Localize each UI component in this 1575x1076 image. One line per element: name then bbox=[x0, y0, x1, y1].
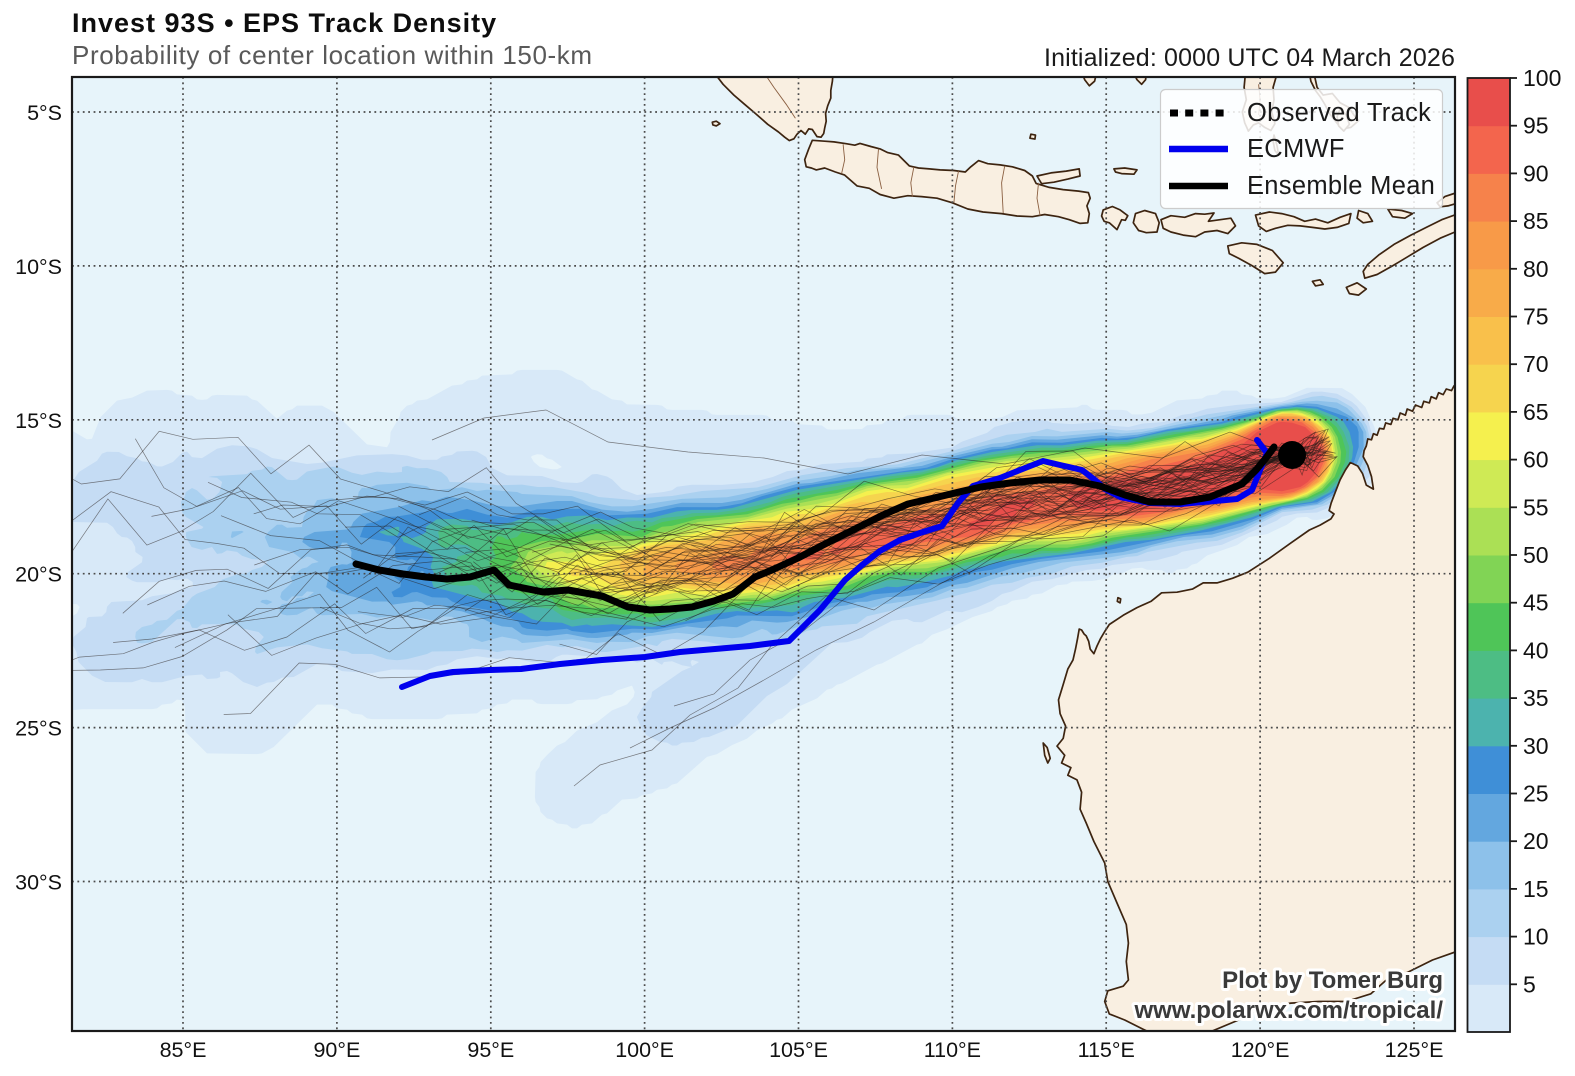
svg-text:90: 90 bbox=[1523, 160, 1549, 186]
svg-text:45: 45 bbox=[1523, 590, 1549, 616]
svg-text:95: 95 bbox=[1523, 113, 1549, 139]
svg-text:5°S: 5°S bbox=[27, 101, 62, 125]
svg-text:90°E: 90°E bbox=[313, 1038, 360, 1062]
svg-text:Ensemble Mean: Ensemble Mean bbox=[1247, 172, 1435, 200]
svg-text:50: 50 bbox=[1523, 542, 1549, 568]
svg-text:30°S: 30°S bbox=[15, 871, 62, 895]
svg-text:95°E: 95°E bbox=[467, 1038, 514, 1062]
svg-text:120°E: 120°E bbox=[1231, 1038, 1290, 1062]
svg-text:75: 75 bbox=[1523, 304, 1549, 330]
svg-text:www.polarwx.com/tropical/: www.polarwx.com/tropical/ bbox=[1133, 997, 1443, 1024]
svg-text:80: 80 bbox=[1523, 256, 1549, 282]
svg-text:85°E: 85°E bbox=[160, 1038, 207, 1062]
svg-text:85: 85 bbox=[1523, 208, 1549, 234]
svg-text:25°S: 25°S bbox=[15, 717, 62, 741]
svg-text:Probability of center location: Probability of center location within 15… bbox=[72, 40, 593, 70]
svg-text:125°E: 125°E bbox=[1385, 1038, 1444, 1062]
svg-text:55: 55 bbox=[1523, 494, 1549, 520]
svg-text:Invest 93S • EPS Track Density: Invest 93S • EPS Track Density bbox=[72, 8, 497, 38]
svg-text:40: 40 bbox=[1523, 637, 1549, 663]
svg-text:65: 65 bbox=[1523, 399, 1549, 425]
svg-text:25: 25 bbox=[1523, 781, 1549, 807]
svg-text:5: 5 bbox=[1523, 971, 1536, 997]
svg-text:10: 10 bbox=[1523, 924, 1549, 950]
svg-text:Observed Track: Observed Track bbox=[1247, 99, 1431, 127]
svg-text:ECMWF: ECMWF bbox=[1247, 135, 1345, 163]
svg-text:110°E: 110°E bbox=[924, 1038, 981, 1062]
svg-text:15°S: 15°S bbox=[15, 409, 62, 433]
svg-text:60: 60 bbox=[1523, 447, 1549, 473]
svg-text:105°E: 105°E bbox=[769, 1038, 828, 1062]
svg-text:100°E: 100°E bbox=[615, 1038, 674, 1062]
svg-text:100: 100 bbox=[1523, 65, 1561, 91]
svg-text:10°S: 10°S bbox=[15, 255, 62, 279]
svg-text:115°E: 115°E bbox=[1078, 1038, 1135, 1062]
svg-text:Initialized: 0000 UTC 04 March: Initialized: 0000 UTC 04 March 2026 bbox=[1044, 44, 1455, 72]
svg-text:20: 20 bbox=[1523, 828, 1549, 854]
svg-text:70: 70 bbox=[1523, 351, 1549, 377]
svg-text:Plot by Tomer Burg: Plot by Tomer Burg bbox=[1222, 967, 1443, 994]
svg-text:30: 30 bbox=[1523, 733, 1549, 759]
svg-text:15: 15 bbox=[1523, 876, 1549, 902]
svg-text:35: 35 bbox=[1523, 685, 1549, 711]
svg-text:20°S: 20°S bbox=[15, 563, 62, 587]
